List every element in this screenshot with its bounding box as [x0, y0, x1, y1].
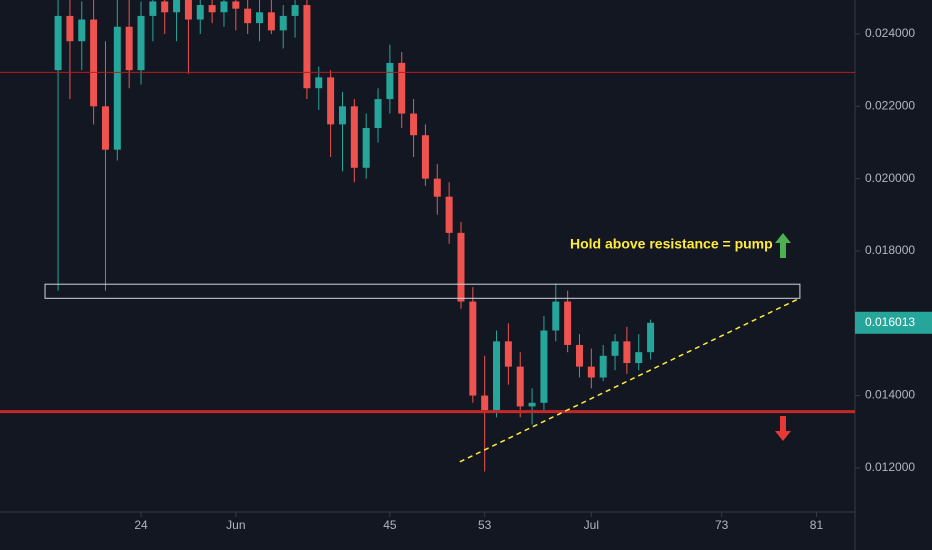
- candle-body: [433, 178, 441, 197]
- candle-body: [350, 106, 358, 168]
- candle-body: [647, 322, 655, 353]
- candle-body: [493, 341, 501, 411]
- candle-body: [599, 355, 607, 378]
- candle-body: [149, 1, 157, 16]
- candle-body: [338, 106, 346, 125]
- x-tick-label: 53: [478, 518, 492, 532]
- candle-body: [575, 344, 583, 367]
- candle-body: [279, 15, 287, 31]
- x-tick-label: 45: [383, 518, 397, 532]
- last-price-label: 0.016013: [865, 315, 915, 329]
- candle-body: [552, 301, 560, 331]
- candle-body: [66, 15, 74, 42]
- x-tick-label: Jul: [584, 518, 599, 532]
- candle-body: [564, 301, 572, 345]
- y-tick-label: 0.012000: [865, 460, 915, 474]
- annotation: Hold above resistance = pump: [570, 236, 773, 252]
- candle-body: [232, 1, 240, 9]
- candle-body: [623, 341, 631, 364]
- candle-body: [78, 19, 86, 42]
- candle-body: [587, 366, 595, 378]
- x-tick-label: 73: [715, 518, 729, 532]
- candle-body: [113, 26, 121, 150]
- candle-body: [196, 5, 204, 20]
- candle-body: [469, 301, 477, 396]
- candle-body: [54, 15, 62, 71]
- candle-body: [90, 19, 98, 107]
- last-price-tag: [855, 311, 932, 334]
- candle-body: [208, 5, 216, 13]
- candle-body: [481, 395, 489, 411]
- y-tick-label: 0.014000: [865, 388, 915, 402]
- x-tick-label: 24: [134, 518, 148, 532]
- candle-body: [173, 0, 181, 13]
- candle-body: [398, 62, 406, 114]
- candle-body: [540, 330, 548, 403]
- candle-body: [410, 113, 418, 136]
- x-tick-label: Jun: [226, 518, 245, 532]
- candle-body: [516, 366, 524, 407]
- candle-body: [374, 99, 382, 128]
- candle-body: [421, 135, 429, 179]
- candle-body: [220, 1, 228, 13]
- candle-body: [327, 77, 335, 125]
- y-tick-label: 0.022000: [865, 98, 915, 112]
- candle-body: [291, 5, 299, 16]
- up-arrow: [775, 233, 791, 258]
- candle-body: [161, 1, 169, 13]
- candle-body: [504, 341, 512, 367]
- candle-body: [362, 128, 370, 168]
- candle-body: [303, 5, 311, 89]
- candle-body: [611, 341, 619, 356]
- candle-body: [125, 26, 133, 71]
- candle-body: [244, 8, 252, 24]
- candle-body: [184, 0, 192, 20]
- y-tick-label: 0.020000: [865, 171, 915, 185]
- candle-body: [386, 62, 394, 100]
- candle-body: [137, 15, 145, 71]
- candle-body: [445, 196, 453, 233]
- down-arrow: [775, 416, 791, 441]
- candle-body: [528, 402, 536, 407]
- resistance-box: [44, 283, 801, 299]
- x-tick-label: 81: [810, 518, 824, 532]
- candle-body: [457, 232, 465, 302]
- candle-body: [635, 352, 643, 364]
- candle-body: [315, 77, 323, 89]
- candle-body: [256, 12, 264, 24]
- candle-body: [101, 106, 109, 150]
- y-tick-label: 0.024000: [865, 26, 915, 40]
- y-tick-label: 0.018000: [865, 243, 915, 257]
- candle-body: [267, 12, 275, 31]
